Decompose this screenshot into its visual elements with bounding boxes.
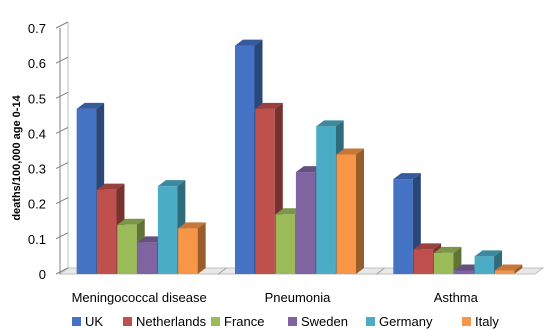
- legend-item: Netherlands: [123, 314, 207, 329]
- y-tick-label: 0.2: [28, 197, 46, 212]
- x-tick-label: Asthma: [434, 290, 479, 305]
- bar-front: [454, 270, 474, 274]
- y-tick-label: 0.1: [28, 232, 46, 247]
- bar-top: [433, 246, 462, 253]
- y-tick-mark: [55, 267, 69, 275]
- bar-top: [76, 102, 105, 109]
- legend-swatch: [288, 317, 297, 326]
- legend-swatch: [72, 317, 81, 326]
- bar: [494, 264, 523, 274]
- bar-front: [494, 270, 515, 274]
- legend-label: Italy: [475, 314, 499, 329]
- legend-swatch: [366, 317, 375, 326]
- bar-side: [356, 148, 364, 274]
- legend-label: Sweden: [301, 314, 348, 329]
- legend-swatch: [211, 317, 220, 326]
- bar-top: [494, 264, 523, 271]
- x-axis-labels: Meningococcal disease Pneumonia Asthma: [72, 290, 479, 305]
- legend-item: UK: [72, 314, 103, 329]
- category-divider: [218, 267, 227, 275]
- y-tick-label: 0.4: [28, 126, 46, 141]
- legend-label: France: [224, 314, 264, 329]
- bar-top: [336, 148, 364, 155]
- bar: [336, 148, 364, 274]
- bar-top: [157, 180, 186, 187]
- legend-label: Germany: [379, 314, 433, 329]
- bar-front: [474, 256, 495, 274]
- bar-front: [96, 189, 117, 274]
- bar-front: [157, 186, 178, 274]
- bar-front: [117, 224, 137, 274]
- y-tick-mark: [55, 56, 69, 64]
- y-tick-mark: [55, 126, 69, 134]
- y-tick-label: 0: [39, 267, 46, 282]
- legend-swatch: [462, 317, 471, 326]
- bar-front: [316, 126, 336, 275]
- y-axis: 0 0.1 0.2 0.3 0.4 0.5 0.6 0.7: [28, 21, 69, 282]
- bar-series: [76, 39, 523, 275]
- bar-front: [76, 108, 97, 274]
- y-tick-label: 0.6: [28, 56, 46, 71]
- bar-front: [295, 172, 316, 274]
- bar-front: [178, 228, 198, 274]
- y-tick-mark: [55, 232, 69, 240]
- legend-item: Sweden: [288, 314, 348, 329]
- bar-top: [178, 222, 206, 229]
- y-tick-mark: [55, 197, 69, 205]
- bar-front: [255, 108, 275, 274]
- bar-front: [235, 45, 255, 275]
- y-tick-mark: [55, 91, 69, 99]
- y-axis-title: deaths/100,000 age 0-14: [11, 94, 23, 220]
- category-divider: [376, 267, 385, 275]
- y-tick-mark: [55, 21, 69, 29]
- bar-side: [514, 264, 523, 274]
- legend-item: France: [211, 314, 264, 329]
- legend-label: UK: [85, 314, 103, 329]
- bar-front: [275, 214, 296, 274]
- x-tick-label: Pneumonia: [265, 290, 332, 305]
- y-tick-label: 0.3: [28, 162, 46, 177]
- bar-top: [474, 250, 503, 257]
- bar-top: [255, 102, 283, 109]
- legend-item: Germany: [366, 314, 433, 329]
- bar: [76, 102, 105, 274]
- x-tick-label: Meningococcal disease: [72, 290, 207, 305]
- y-tick-label: 0.7: [28, 21, 46, 36]
- bar-front: [393, 179, 413, 274]
- bar-top: [316, 120, 344, 127]
- y-tick-label: 0.5: [28, 91, 46, 106]
- bar-front: [413, 249, 434, 274]
- bar-front: [433, 252, 454, 274]
- bar-top: [413, 243, 442, 250]
- y-tick-mark: [55, 162, 69, 170]
- bar-top: [235, 39, 263, 46]
- bar: [178, 222, 206, 274]
- bar-top: [393, 173, 421, 180]
- legend-item: Italy: [462, 314, 499, 329]
- bar-front: [336, 154, 356, 274]
- legend-swatch: [123, 317, 132, 326]
- bar-top: [96, 183, 125, 190]
- bar: [433, 246, 462, 274]
- bar-top: [117, 218, 145, 225]
- bar-front: [137, 242, 158, 274]
- legend: UK Netherlands France Sweden Germany Italy: [72, 314, 499, 329]
- bar-side: [197, 222, 206, 274]
- legend-label: Netherlands: [136, 314, 207, 329]
